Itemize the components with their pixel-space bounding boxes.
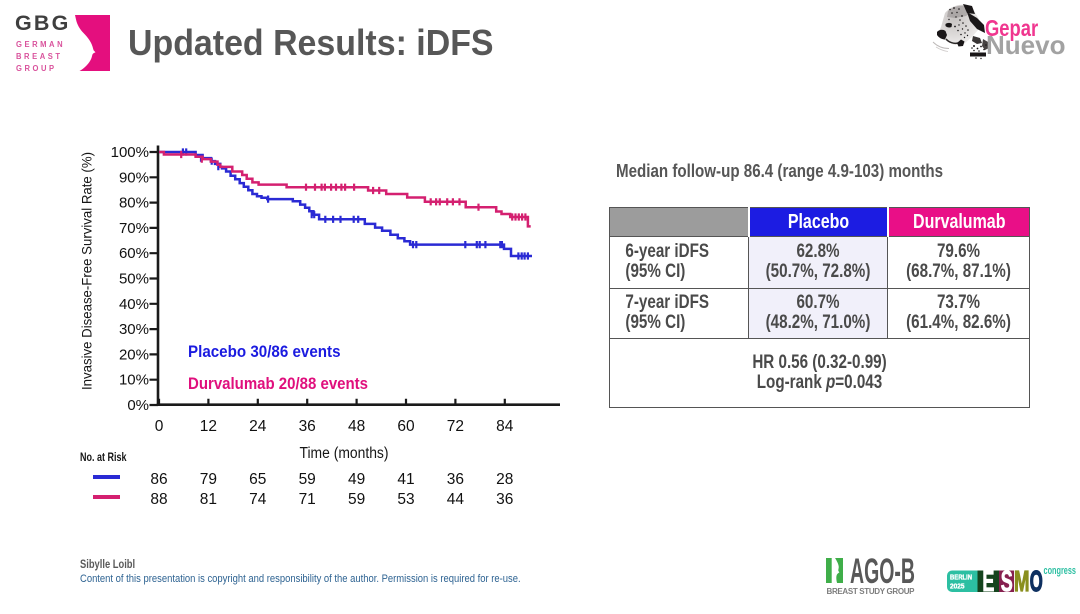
svg-text:36: 36 [299,418,316,435]
svg-text:72: 72 [447,418,464,435]
svg-text:50%: 50% [119,271,149,288]
svg-text:congress: congress [1044,565,1077,577]
svg-text:0: 0 [155,418,164,435]
svg-text:M: M [1014,566,1030,598]
svg-text:53: 53 [397,491,414,508]
svg-text:Placebo 30/86 events: Placebo 30/86 events [188,342,341,361]
svg-text:49: 49 [348,471,365,488]
svg-text:BERLIN: BERLIN [950,573,972,582]
svg-text:24: 24 [249,418,267,435]
svg-text:36: 36 [496,491,513,508]
svg-text:60: 60 [397,418,415,435]
svg-text:90%: 90% [119,169,149,186]
svg-text:80%: 80% [119,195,149,212]
svg-text:81: 81 [200,491,217,508]
svg-text:28: 28 [496,471,513,488]
svg-text:60%: 60% [119,245,149,262]
svg-text:88: 88 [150,491,167,508]
svg-text:2025: 2025 [950,582,965,591]
svg-text:74: 74 [249,491,267,508]
svg-text:84: 84 [496,418,514,435]
svg-text:20%: 20% [119,346,149,363]
svg-text:71: 71 [299,491,316,508]
svg-text:30%: 30% [119,321,149,338]
svg-text:12: 12 [200,418,217,435]
svg-text:65: 65 [249,471,266,488]
svg-text:36: 36 [447,471,464,488]
svg-text:Durvalumab 20/88 events: Durvalumab 20/88 events [188,374,368,393]
svg-text:E: E [982,566,994,598]
svg-text:AGO-B: AGO-B [850,552,915,591]
svg-text:70%: 70% [119,220,149,237]
svg-text:41: 41 [397,471,414,488]
svg-text:40%: 40% [119,296,149,313]
svg-text:BREAST STUDY GROUP: BREAST STUDY GROUP [827,587,916,596]
svg-text:48: 48 [348,418,365,435]
svg-text:O: O [1030,566,1043,598]
svg-text:No. at Risk: No. at Risk [80,452,127,464]
svg-text:100%: 100% [111,144,149,161]
svg-text:59: 59 [348,491,365,508]
svg-text:10%: 10% [119,372,149,389]
svg-text:0%: 0% [127,397,149,414]
svg-text:Invasive Disease-Free Survival: Invasive Disease-Free Survival Rate (%) [80,152,95,390]
svg-text:59: 59 [299,471,316,488]
svg-text:86: 86 [150,471,167,488]
svg-text:44: 44 [447,491,465,508]
svg-text:79: 79 [200,471,217,488]
svg-text:S: S [1001,566,1013,598]
svg-text:Time (months): Time (months) [300,445,389,462]
